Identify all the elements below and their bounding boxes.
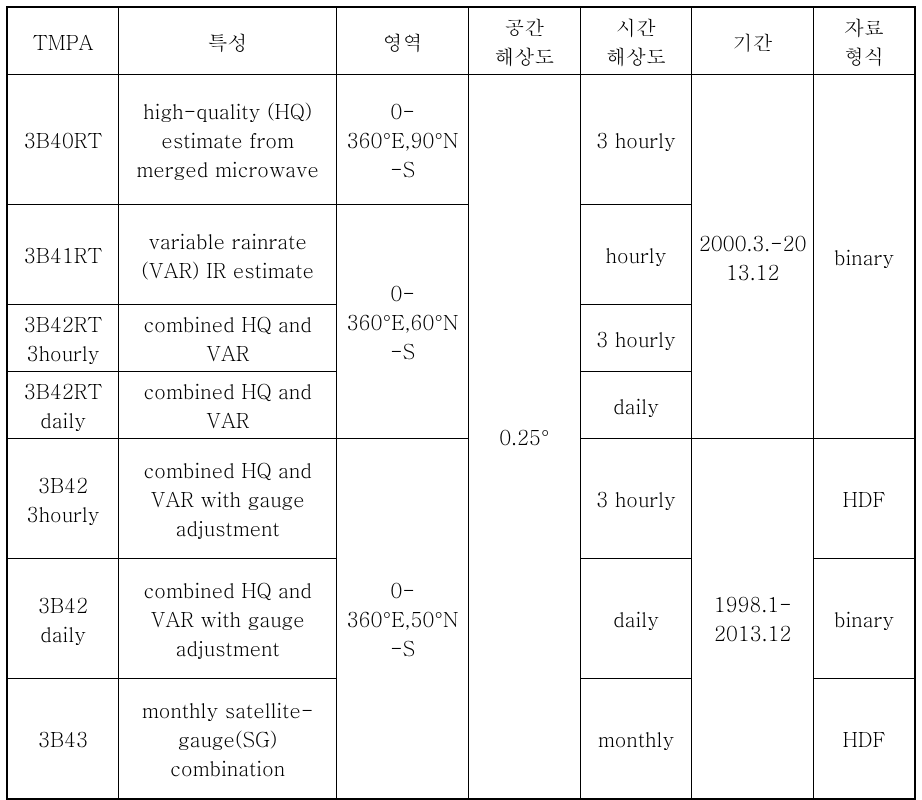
cell-tmpa: 3B40RT (7, 75, 119, 205)
cell-time: daily (580, 372, 692, 439)
cell-trait: combined HQ and VAR (119, 305, 337, 372)
cell-trait: high-quality (HQ) estimate from merged m… (119, 75, 337, 205)
table-container: TMPA 특성 영역 공간해상도 시간해상도 기간 자료형식 3B40RT hi… (0, 0, 922, 782)
table-row: 3B42 3hourly combined HQ and VAR with ga… (7, 439, 915, 559)
cell-region: 0-360°E,60°N-S (337, 205, 469, 439)
cell-period: 2000.3.-2013.12 (692, 75, 814, 439)
cell-time: hourly (580, 205, 692, 305)
tmpa-table: TMPA 특성 영역 공간해상도 시간해상도 기간 자료형식 3B40RT hi… (6, 6, 916, 800)
header-period: 기간 (692, 7, 814, 75)
header-tmpa: TMPA (7, 7, 119, 75)
cell-tmpa: 3B42 3hourly (7, 439, 119, 559)
header-temporal: 시간해상도 (580, 7, 692, 75)
cell-trait: monthly satellite-gauge(SG) combination (119, 679, 337, 799)
cell-format: HDF (814, 439, 916, 559)
cell-tmpa: 3B42 daily (7, 559, 119, 679)
cell-trait: combined HQ and VAR (119, 372, 337, 439)
table-row: 3B40RT high-quality (HQ) estimate from m… (7, 75, 915, 205)
cell-format: binary (814, 75, 916, 439)
cell-region: 0-360°E,50°N-S (337, 439, 469, 799)
cell-time: 3 hourly (580, 75, 692, 205)
cell-time: monthly (580, 679, 692, 799)
cell-spatial: 0.25° (469, 75, 581, 799)
header-spatial: 공간해상도 (469, 7, 581, 75)
cell-time: daily (580, 559, 692, 679)
cell-time: 3 hourly (580, 439, 692, 559)
cell-tmpa: 3B42RT daily (7, 372, 119, 439)
cell-period: 1998.1-2013.12 (692, 439, 814, 799)
cell-trait: combined HQ and VAR with gauge adjustmen… (119, 439, 337, 559)
cell-tmpa: 3B43 (7, 679, 119, 799)
header-region: 영역 (337, 7, 469, 75)
cell-tmpa: 3B42RT 3hourly (7, 305, 119, 372)
cell-trait: combined HQ and VAR with gauge adjustmen… (119, 559, 337, 679)
cell-format: binary (814, 559, 916, 679)
cell-tmpa: 3B41RT (7, 205, 119, 305)
cell-format: HDF (814, 679, 916, 799)
header-row: TMPA 특성 영역 공간해상도 시간해상도 기간 자료형식 (7, 7, 915, 75)
header-trait: 특성 (119, 7, 337, 75)
header-format: 자료형식 (814, 7, 916, 75)
cell-region: 0-360°E,90°N-S (337, 75, 469, 205)
cell-trait: variable rainrate (VAR) IR estimate (119, 205, 337, 305)
cell-time: 3 hourly (580, 305, 692, 372)
